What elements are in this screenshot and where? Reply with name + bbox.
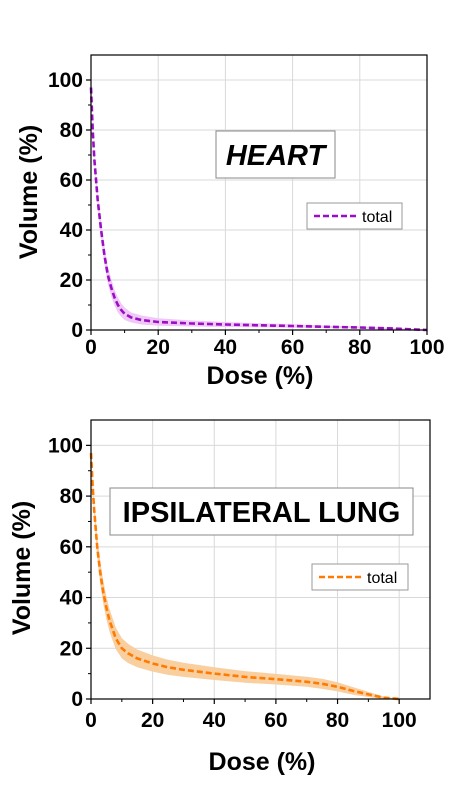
lung-ytick-label-1: 20	[60, 637, 83, 660]
heart-total-line	[89, 87, 428, 332]
lung-x-axis-title: Dose (%)	[209, 748, 316, 776]
heart-y-axis-title: Volume (%)	[15, 125, 43, 259]
lung-ytick-label-3: 60	[60, 536, 83, 559]
heart-xtick-label-1: 20	[147, 336, 170, 359]
heart-ytick-label-1: 20	[60, 269, 83, 292]
heart-ytick-label-3: 60	[60, 169, 83, 192]
lung-legend: total	[311, 563, 409, 591]
heart-ytick-label-5: 100	[48, 69, 83, 92]
lung-ytick-label-2: 40	[60, 587, 83, 610]
lung-ytick-label-5: 100	[48, 434, 83, 457]
lung-chart-title: IPSILATERAL LUNG	[123, 497, 401, 529]
heart-xtick-label-2: 40	[214, 336, 237, 359]
lung-title-frame	[109, 487, 414, 536]
lung-xtick-label-2: 40	[203, 709, 226, 732]
lung-xtick-label-1: 20	[141, 709, 164, 732]
lung-xtick-label-0: 0	[85, 709, 97, 732]
heart-ytick-label-0: 0	[71, 319, 83, 342]
heart-ticks: 0 20 40 60 80 100 0 20 40 60 80 100	[48, 69, 445, 359]
heart-xtick-label-0: 0	[85, 336, 97, 359]
heart-legend-label: total	[362, 209, 392, 226]
heart-ytick-label-4: 80	[60, 119, 83, 142]
lung-ytick-label-0: 0	[71, 688, 83, 711]
lung-ytick-label-4: 80	[60, 485, 83, 508]
lung-plot-frame	[90, 419, 431, 700]
lung-y-axis-title: Volume (%)	[8, 501, 36, 635]
lung-ticks: 0 20 40 60 80 100 0 20 40 60 80 100	[48, 434, 417, 732]
lung-xtick-label-5: 100	[382, 709, 417, 732]
heart-title-frame	[215, 130, 336, 179]
heart-legend: total	[306, 202, 403, 230]
heart-chart-title: HEART	[226, 140, 328, 172]
lung-xtick-label-3: 60	[264, 709, 287, 732]
heart-grid	[91, 55, 428, 330]
heart-ytick-label-2: 40	[60, 219, 83, 242]
lung-dvh-chart: 0 20 40 60 80 100 0 20 40 60 80 100 IPSILATERAL LUN…	[8, 419, 431, 776]
lung-total-line	[89, 452, 400, 701]
lung-title-box: IPSILATERAL LUNG	[109, 487, 414, 536]
heart-xtick-label-5: 100	[409, 336, 444, 359]
lung-grid	[91, 420, 430, 699]
heart-title-box: HEART	[215, 130, 336, 179]
heart-xtick-label-4: 80	[348, 336, 371, 359]
heart-x-axis-title: Dose (%)	[207, 362, 314, 390]
heart-xtick-label-3: 60	[281, 336, 304, 359]
lung-xtick-label-4: 80	[326, 709, 349, 732]
heart-dvh-chart: 0 20 40 60 80 100 0 20 40 60 80 100 HEART total Dos…	[15, 54, 445, 390]
lung-legend-label: total	[367, 570, 397, 587]
heart-plot-frame	[90, 54, 428, 331]
